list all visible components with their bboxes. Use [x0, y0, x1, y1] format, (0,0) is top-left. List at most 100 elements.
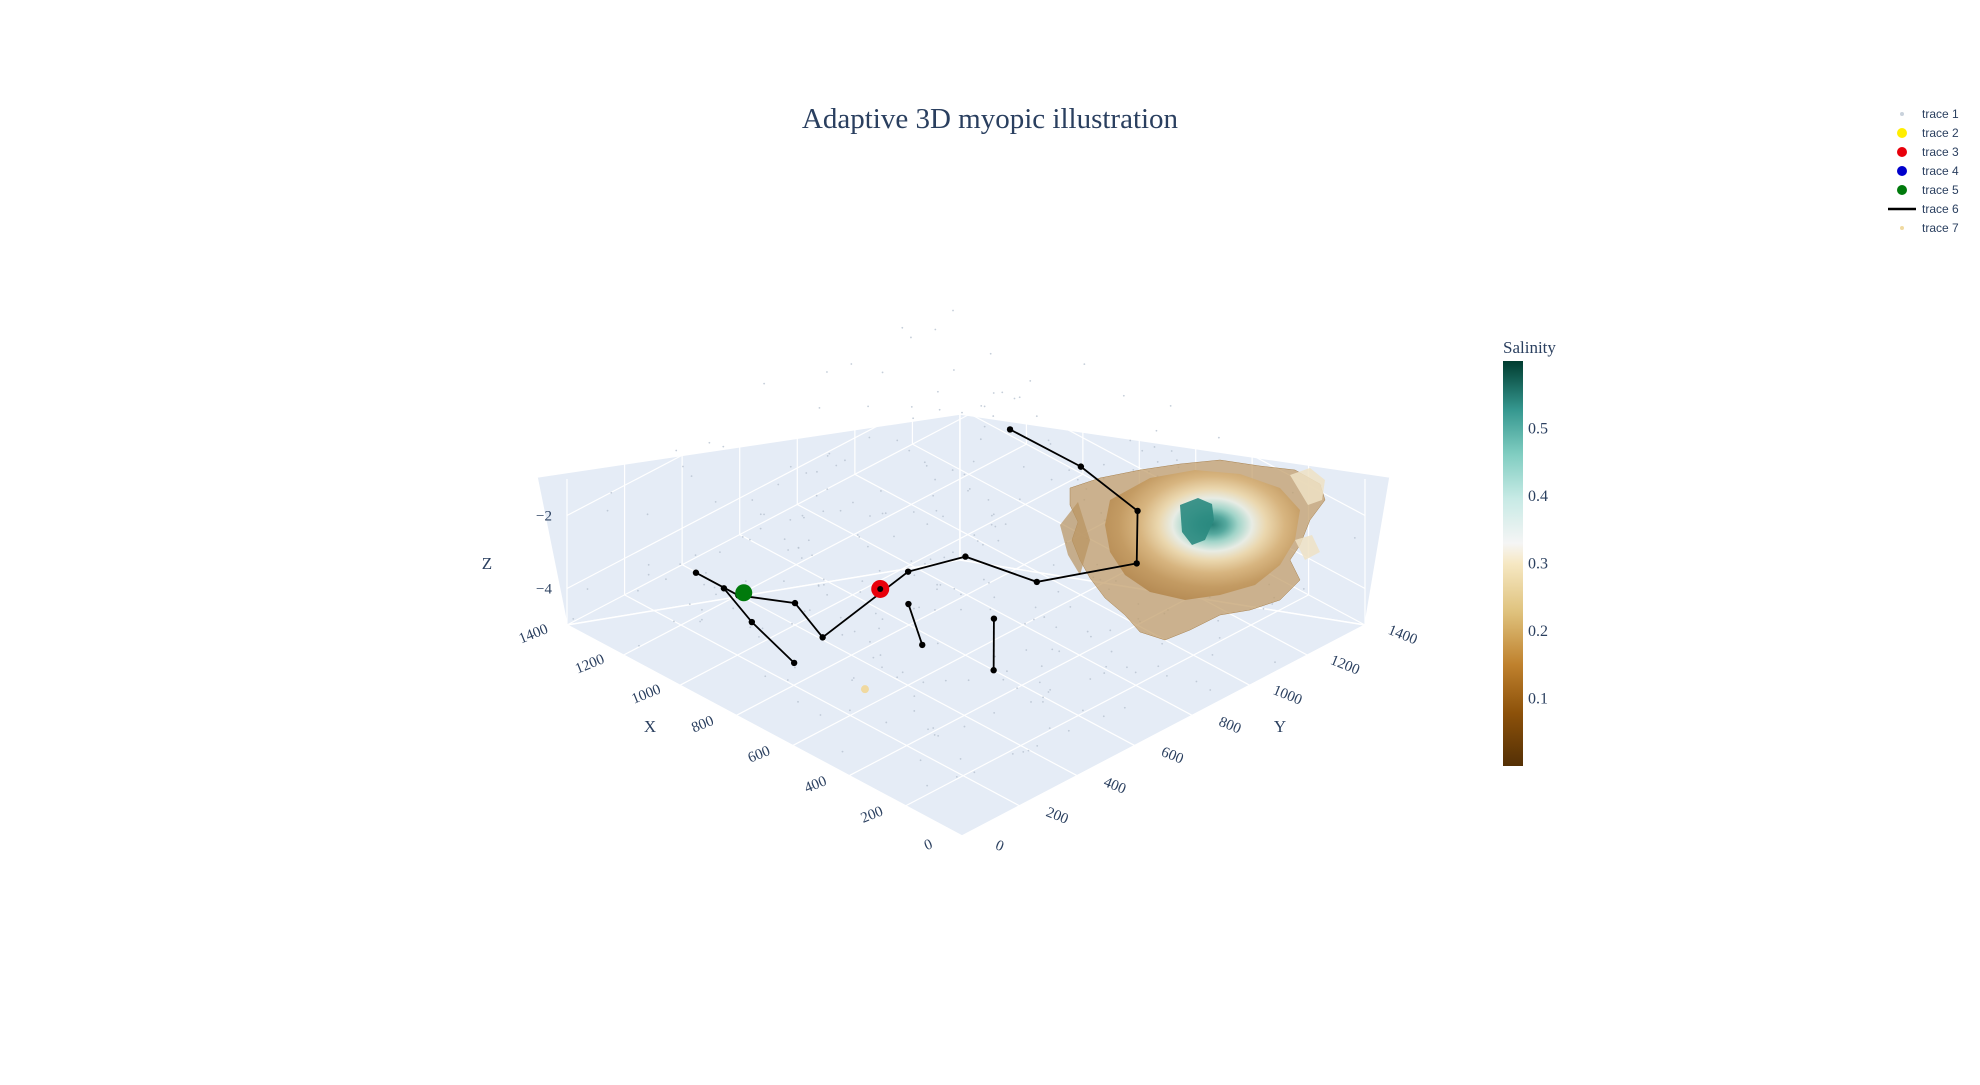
trace-1-point — [952, 469, 954, 471]
legend-item[interactable]: trace 4 — [1897, 164, 1959, 178]
trace-1-point — [760, 528, 762, 530]
legend-item[interactable]: trace 3 — [1897, 145, 1959, 159]
legend-item[interactable]: trace 1 — [1900, 107, 1959, 121]
trace-1-point — [977, 540, 979, 542]
x-tick-label: 0 — [922, 836, 935, 854]
trace-1-point — [922, 681, 924, 683]
trace-1-point — [791, 623, 793, 625]
trace-1-point — [695, 554, 697, 556]
trace-1-point — [875, 613, 877, 615]
trace-1-point — [913, 574, 915, 576]
trace-6-marker — [819, 634, 825, 640]
trace-1-point — [934, 734, 936, 736]
trace-1-point — [854, 631, 856, 633]
trace-1-point — [912, 417, 914, 419]
trace-1-point — [777, 484, 779, 486]
trace-1-point — [1035, 607, 1037, 609]
trace-1-point — [804, 610, 806, 612]
trace-1-point — [742, 536, 744, 538]
trace-1-point — [1303, 588, 1305, 590]
trace-1-point — [1042, 701, 1044, 703]
legend[interactable]: trace 1 trace 2 trace 3 trace 4 trace 5 trace… — [1888, 107, 1959, 235]
legend-item[interactable]: trace 5 — [1897, 183, 1959, 197]
scene[interactable]: 0200400600800100012001400020040060080010… — [482, 268, 1420, 855]
trace-1-point — [637, 590, 639, 592]
trace-1-point — [991, 524, 993, 526]
trace-1-point — [937, 391, 939, 393]
trace-1-point — [882, 372, 884, 374]
z-tick-label: −2 — [536, 509, 552, 525]
trace-1-point — [936, 584, 938, 586]
trace-1-point — [885, 722, 887, 724]
trace-1-point — [918, 606, 920, 608]
trace-6-marker — [721, 585, 727, 591]
trace-1-point — [811, 554, 813, 556]
trace-1-point — [983, 579, 985, 581]
trace-1-point — [1132, 469, 1134, 471]
trace-1-point — [587, 588, 589, 590]
legend-dot-swatch — [1900, 226, 1904, 230]
trace-1-point — [764, 675, 766, 677]
trace-1-point — [790, 466, 792, 468]
x-tick-label: 600 — [746, 743, 773, 766]
trace-1-point — [913, 695, 915, 697]
trace-1-point — [1087, 631, 1089, 633]
trace-1-point — [842, 751, 844, 753]
trace-1-point — [823, 579, 825, 581]
trace-1-point — [930, 558, 932, 560]
trace-1-point — [960, 609, 962, 611]
trace-1-point — [939, 409, 941, 411]
legend-item[interactable]: trace 6 — [1888, 202, 1959, 216]
trace-1-point — [691, 475, 693, 477]
trace-1-point — [1029, 380, 1031, 382]
trace-1-point — [705, 572, 707, 574]
trace-1-point — [844, 459, 846, 461]
trace-6-marker — [1007, 426, 1013, 432]
trace-1-point — [935, 510, 937, 512]
trace-1-point — [859, 591, 861, 593]
trace-1-point — [1068, 469, 1070, 471]
trace-1-point — [913, 608, 915, 610]
trace-1-point — [1212, 654, 1214, 656]
trace-1-point — [1157, 461, 1159, 463]
trace-1-point — [816, 471, 818, 473]
trace-1-point — [851, 679, 853, 681]
trace-1-point — [749, 626, 751, 628]
trace-1-point — [885, 512, 887, 514]
trace-1-point — [964, 726, 966, 728]
legend-label: trace 2 — [1922, 126, 1959, 140]
legend-item[interactable]: trace 2 — [1897, 126, 1959, 140]
trace-1-point — [1103, 715, 1105, 717]
trace-1-point — [826, 371, 828, 373]
trace-1-point — [926, 523, 928, 525]
trace-1-point — [902, 671, 904, 673]
trace-1-point — [715, 501, 717, 503]
trace-1-point — [857, 534, 859, 536]
legend-item[interactable]: trace 7 — [1900, 221, 1959, 235]
z-tick-label: −4 — [536, 582, 552, 598]
y-tick-label: 0 — [993, 837, 1006, 855]
trace-1-point — [969, 488, 971, 490]
trace-1-point — [867, 405, 869, 407]
trace-1-point — [1154, 446, 1156, 448]
trace-1-point — [881, 666, 883, 668]
trace-1-point — [980, 405, 982, 407]
trace-1-point — [1039, 681, 1041, 683]
trace-1-point — [980, 438, 982, 440]
trace-1-point — [992, 415, 994, 417]
trace-1-point — [647, 513, 649, 515]
y-tick-label: 600 — [1159, 744, 1186, 767]
trace-1-point — [1069, 606, 1071, 608]
trace-5-marker — [735, 584, 752, 601]
trace-1-point — [852, 502, 854, 504]
trace-1-point — [869, 515, 871, 517]
trace-6-marker — [991, 615, 997, 621]
trace-1-point — [1124, 707, 1126, 709]
trace-1-point — [1055, 626, 1057, 628]
x-tick-label: 200 — [859, 804, 886, 827]
colorbar-ticks: 0.10.20.30.40.5 — [1528, 421, 1548, 708]
trace-6-marker — [749, 619, 755, 625]
trace-1-point — [787, 679, 789, 681]
trace-1-point — [1090, 636, 1092, 638]
